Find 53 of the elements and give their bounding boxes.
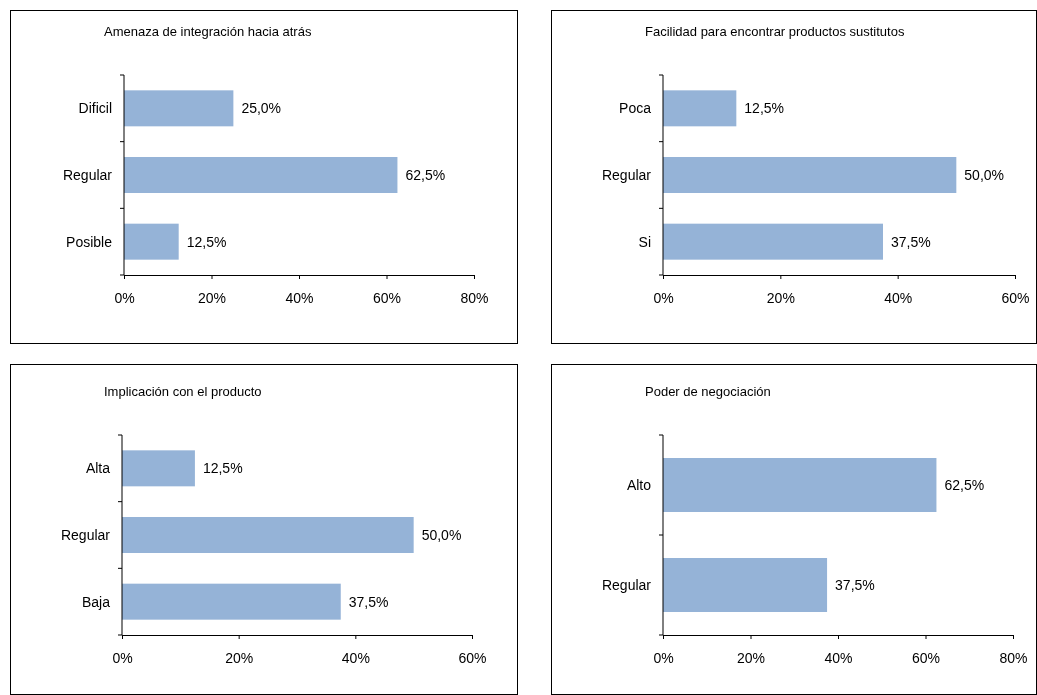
x-tick-label: 60%: [911, 649, 941, 666]
x-tick-label: 80%: [999, 649, 1028, 666]
bar: [663, 157, 957, 193]
bar: [124, 90, 234, 127]
x-tick-label: 0%: [114, 289, 135, 306]
x-tick-label: 60%: [1001, 289, 1030, 306]
x-tick-label: 20%: [225, 649, 254, 666]
y-tick-label: Si: [638, 233, 651, 250]
x-tick-label: 0%: [653, 649, 674, 666]
data-label: 25,0%: [241, 100, 282, 117]
bar: [122, 517, 414, 553]
x-tick-label: 40%: [341, 649, 370, 666]
chart-title: Facilidad para encontrar productos sustitutos: [645, 24, 905, 39]
y-tick-label: Regular: [601, 576, 652, 593]
data-label: 62,5%: [405, 166, 446, 183]
y-tick-label: Regular: [60, 526, 111, 543]
y-tick-label: Baja: [81, 593, 111, 610]
y-tick-label: Regular: [601, 166, 652, 183]
x-tick-label: 40%: [285, 289, 314, 306]
x-tick-label: 40%: [824, 649, 853, 666]
bar: [122, 583, 341, 620]
data-label: 37,5%: [348, 593, 389, 610]
data-label: 12,5%: [202, 460, 243, 477]
y-tick-label: Regular: [62, 166, 113, 183]
x-tick-label: 20%: [736, 649, 766, 666]
y-tick-label: Alto: [626, 476, 652, 493]
data-label: 50,0%: [421, 526, 462, 543]
data-label: 12,5%: [744, 100, 785, 117]
bar: [122, 450, 195, 487]
data-label: 50,0%: [964, 166, 1005, 183]
bar: [663, 90, 737, 127]
y-tick-label: Dificil: [78, 100, 112, 117]
chart-title: Implicación con el producto: [104, 384, 262, 399]
chart-title: Amenaza de integración hacia atrás: [104, 24, 312, 39]
data-label: 37,5%: [835, 576, 875, 593]
x-tick-label: 0%: [112, 649, 133, 666]
chart-title: Poder de negociación: [645, 384, 771, 399]
bar: [124, 223, 179, 260]
bar: [124, 157, 398, 193]
bar: [663, 223, 883, 260]
data-label: 12,5%: [186, 233, 227, 250]
data-label: 37,5%: [891, 233, 931, 250]
x-tick-label: 20%: [766, 289, 795, 306]
x-tick-label: 0%: [653, 289, 674, 306]
y-tick-label: Posible: [66, 233, 113, 250]
data-label: 62,5%: [944, 476, 985, 493]
y-tick-label: Alta: [85, 460, 111, 477]
y-tick-label: Poca: [619, 100, 652, 117]
x-tick-label: 60%: [372, 289, 402, 306]
x-tick-label: 20%: [197, 289, 227, 306]
x-tick-label: 40%: [884, 289, 913, 306]
x-tick-label: 60%: [458, 649, 487, 666]
x-tick-label: 80%: [460, 289, 489, 306]
